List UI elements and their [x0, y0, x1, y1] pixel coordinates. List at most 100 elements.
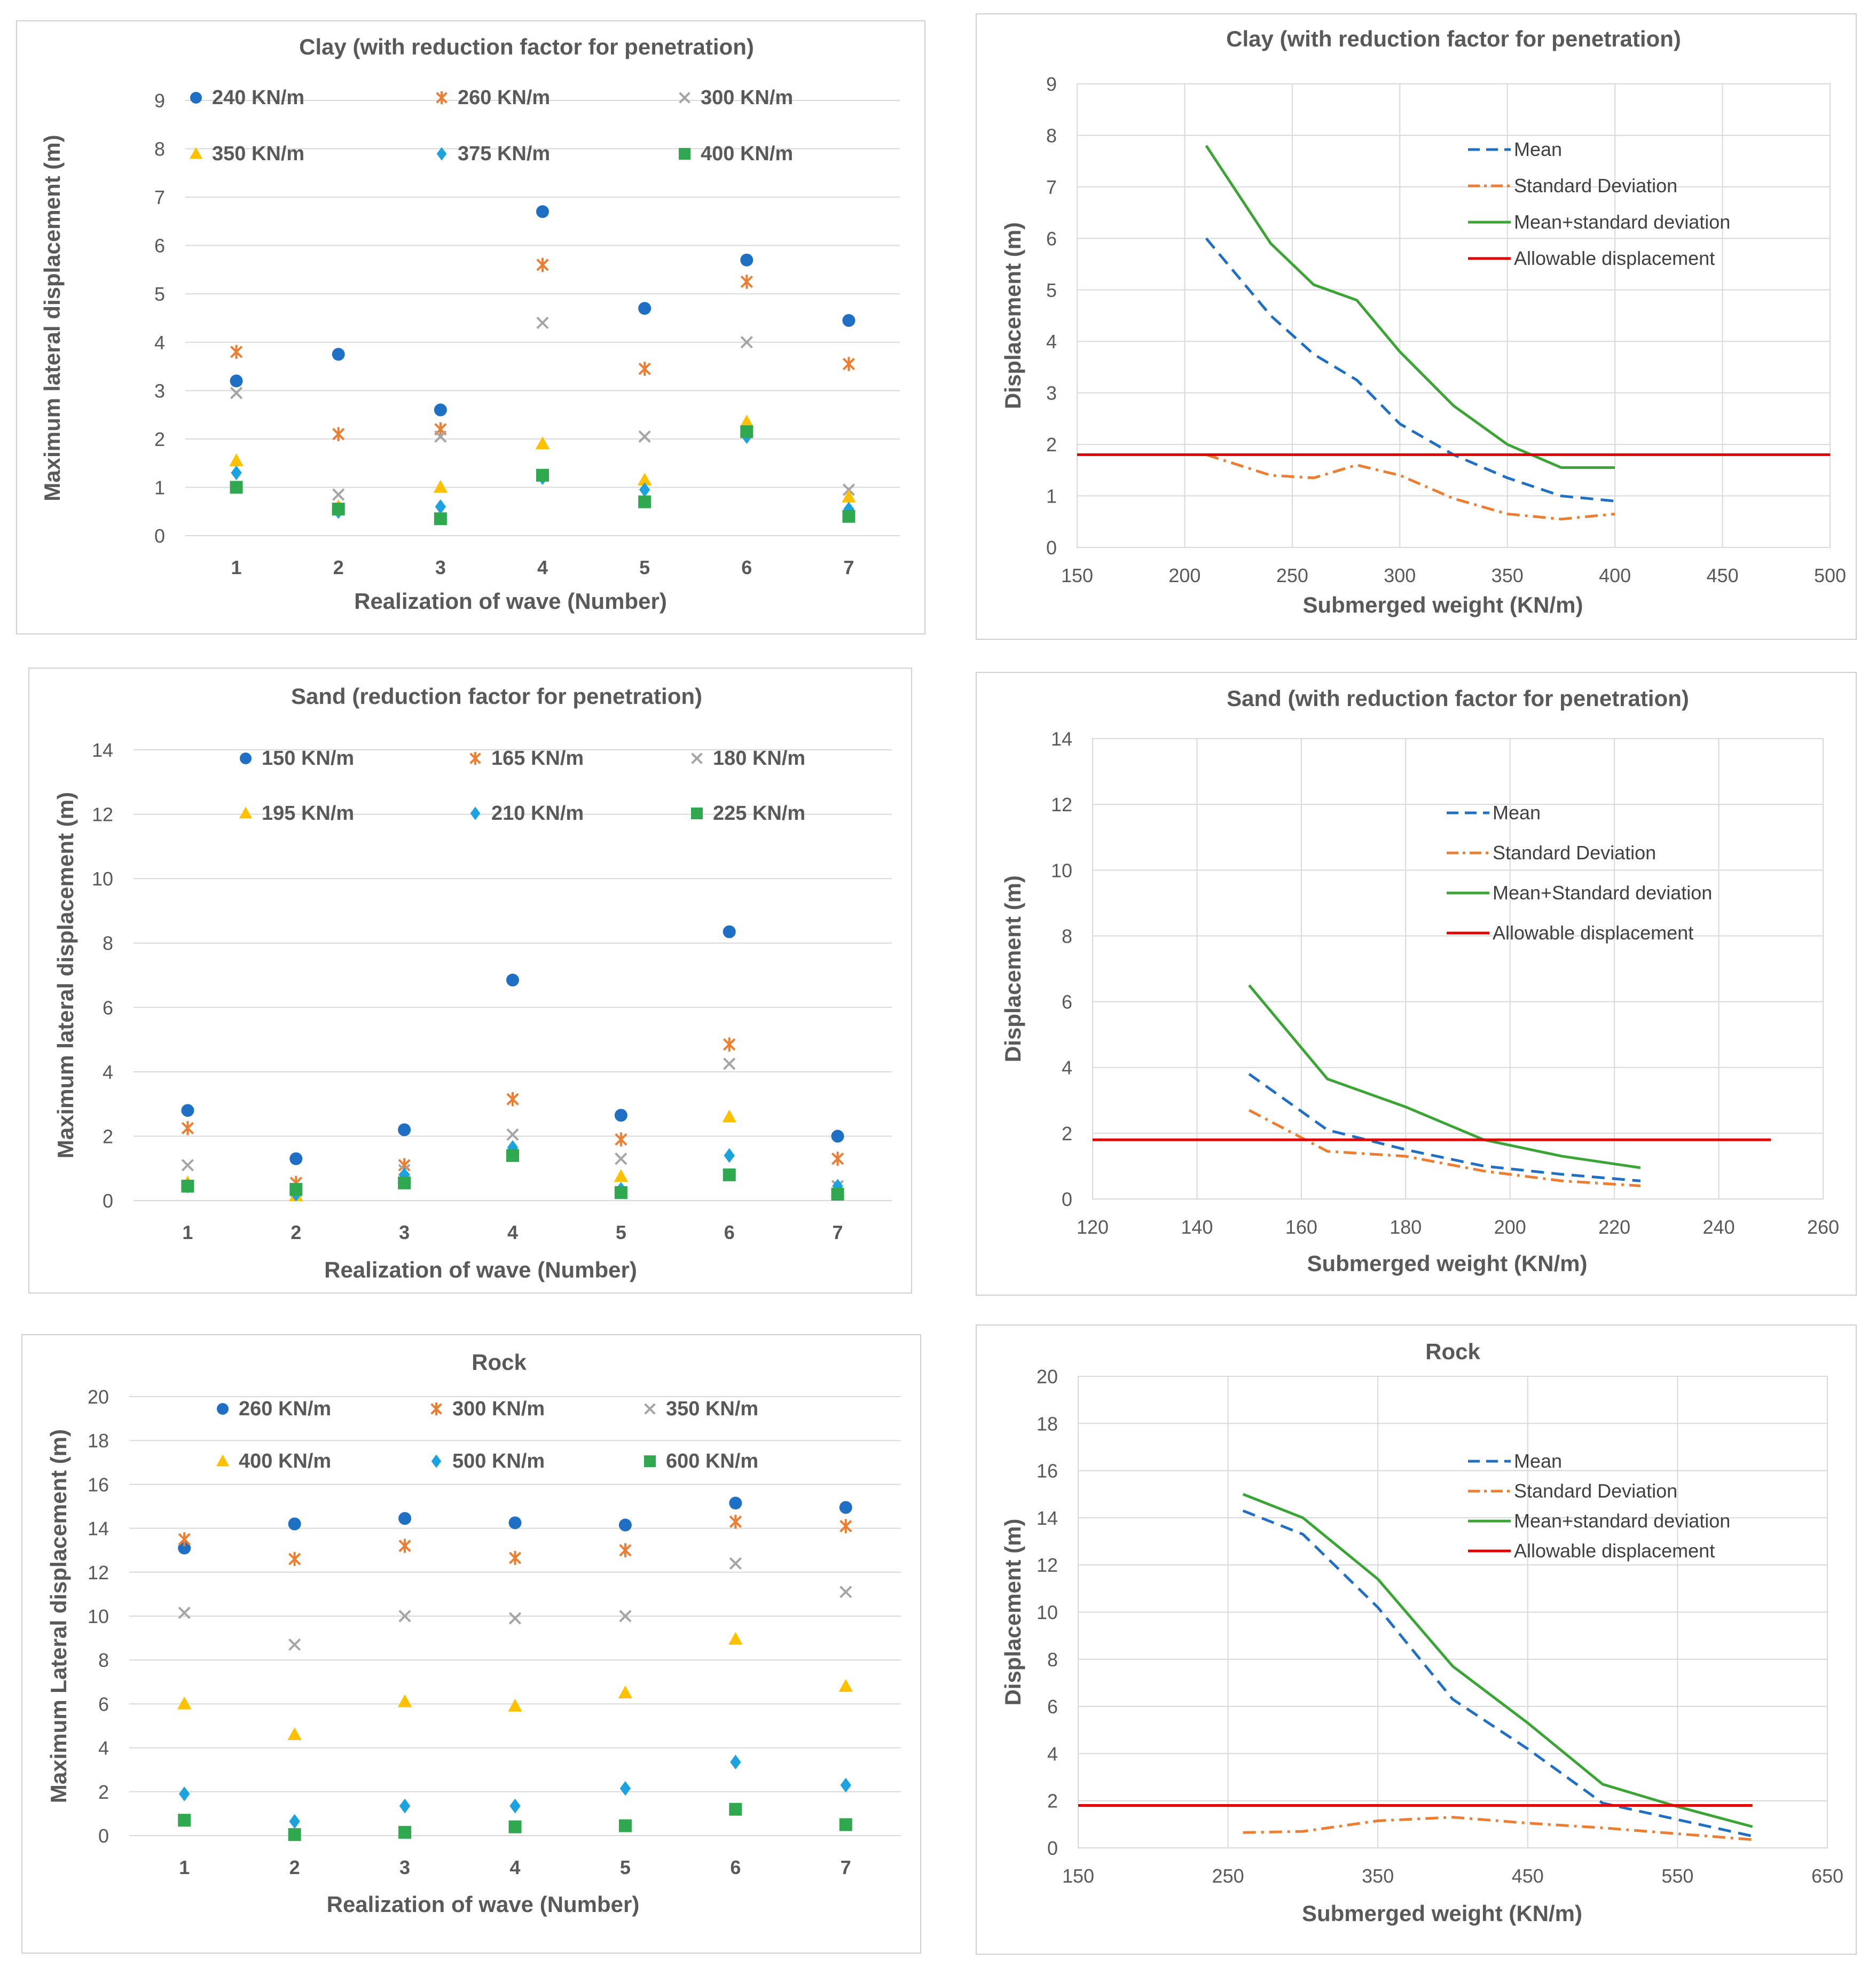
- x-tick-label: 180: [1390, 1216, 1422, 1238]
- y-tick-label: 2: [1046, 434, 1057, 456]
- legend-label: 300 KN/m: [701, 87, 793, 109]
- point-diamond: [730, 1754, 741, 1770]
- y-tick-label: 1: [1046, 485, 1057, 507]
- legend-label: 210 KN/m: [491, 802, 584, 825]
- point-x: [332, 488, 345, 501]
- legend-marker-star: [436, 91, 448, 105]
- point-x: [619, 1610, 632, 1623]
- legend-marker-x: [691, 753, 703, 764]
- point-square: [398, 1825, 412, 1839]
- y-tick-label: 2: [98, 1781, 109, 1803]
- point-diamond: [399, 1798, 411, 1814]
- point-diamond: [289, 1814, 300, 1829]
- legend-marker-diamond: [431, 1454, 442, 1468]
- x-tick-label: 6: [730, 1856, 741, 1878]
- point-star: [615, 1132, 627, 1147]
- x-tick-label: 7: [843, 557, 854, 578]
- point-star: [839, 1519, 852, 1533]
- legend-label: Mean: [1514, 1450, 1562, 1472]
- y-tick-label: 20: [1037, 1366, 1058, 1388]
- point-circle: [506, 974, 519, 987]
- x-axis-label: Realization of wave (Number): [327, 1892, 640, 1917]
- point-star: [831, 1151, 844, 1166]
- point-triangle: [842, 489, 856, 503]
- rock-line-chart: Rock 0 2 4 6 8 10 12 14 16 18 20 150 250 350 450 550 650 S…: [1000, 1339, 1843, 1926]
- y-tick-label: 2: [1062, 1123, 1072, 1145]
- legend-marker-circle: [217, 1403, 229, 1415]
- point-circle: [398, 1123, 411, 1137]
- x-axis-label: Submerged weight (KN/m): [1302, 592, 1583, 617]
- point-square: [638, 495, 652, 508]
- point-square: [842, 510, 855, 523]
- y-tick-label: 8: [98, 1649, 109, 1671]
- x-axis-label: Realization of wave (Number): [324, 1257, 637, 1282]
- y-tick-label: 4: [154, 332, 165, 354]
- y-tick-label: 0: [98, 1825, 109, 1847]
- x-tick-label: 3: [399, 1856, 410, 1878]
- point-circle: [638, 302, 652, 315]
- legend-marker-triangle: [216, 1454, 230, 1467]
- legend-label: Standard Deviation: [1493, 842, 1656, 864]
- point-square: [618, 1819, 632, 1832]
- legend-label: 350 KN/m: [212, 143, 304, 165]
- point-square: [288, 1828, 301, 1841]
- legend-marker-square: [644, 1455, 656, 1467]
- x-tick-label: 150: [1062, 1865, 1094, 1887]
- point-star: [508, 1550, 522, 1565]
- rock-line-panel: Rock 0 2 4 6 8 10 12 14 16 18 20 150 250 350 450 550 650 S…: [976, 1325, 1857, 1955]
- y-tick-label: 7: [1046, 176, 1057, 198]
- point-circle: [181, 1104, 194, 1117]
- legend-label: 375 KN/m: [458, 143, 550, 165]
- x-axis-label: Realization of wave (Number): [354, 589, 667, 614]
- point-square: [729, 1803, 742, 1816]
- point-triangle: [508, 1698, 522, 1712]
- legend-marker-square: [691, 808, 703, 819]
- chart-title: Sand (with reduction factor for penetrat…: [1227, 686, 1689, 711]
- y-tick-label: 20: [88, 1386, 109, 1408]
- x-tick-label: 5: [639, 557, 650, 578]
- series-line: [1205, 453, 1615, 521]
- legend-marker-x: [644, 1403, 656, 1415]
- legend-label: 165 KN/m: [491, 747, 584, 770]
- point-circle: [398, 1512, 412, 1525]
- y-tick-label: 8: [154, 138, 165, 160]
- x-tick-label: 120: [1077, 1216, 1109, 1238]
- y-tick-label: 12: [1051, 794, 1072, 816]
- y-tick-label: 14: [92, 739, 113, 761]
- legend-marker-triangle: [189, 147, 203, 159]
- point-circle: [839, 1501, 852, 1514]
- point-circle: [618, 1518, 632, 1532]
- y-tick-label: 6: [103, 997, 113, 1018]
- y-tick-label: 3: [1046, 382, 1057, 404]
- point-star: [729, 1515, 742, 1529]
- legend-label: Mean+standard deviation: [1514, 1510, 1730, 1532]
- point-x: [740, 336, 753, 349]
- legend-label: 500 KN/m: [452, 1450, 545, 1472]
- legend-label: 400 KN/m: [701, 143, 793, 165]
- series-line: [1248, 1109, 1641, 1187]
- point-diamond: [179, 1786, 190, 1801]
- x-tick-label: 140: [1181, 1216, 1213, 1238]
- y-tick-label: 12: [92, 804, 113, 826]
- y-tick-label: 8: [1046, 124, 1057, 146]
- point-star: [536, 257, 549, 272]
- x-tick-label: 160: [1285, 1216, 1317, 1238]
- point-square: [181, 1179, 194, 1193]
- legend-label: 260 KN/m: [458, 87, 550, 109]
- legend-marker-circle: [190, 92, 202, 104]
- x-tick-label: 220: [1598, 1216, 1630, 1238]
- plot-frame: [1092, 738, 1824, 1200]
- point-square: [839, 1818, 852, 1831]
- point-circle: [434, 403, 447, 417]
- x-tick-label: 7: [841, 1856, 851, 1878]
- y-tick-label: 10: [92, 868, 113, 890]
- legend-label: Allowable displacement: [1493, 922, 1693, 944]
- point-square: [178, 1814, 191, 1827]
- x-tick-label: 350: [1492, 565, 1524, 586]
- y-tick-label: 10: [1037, 1602, 1058, 1624]
- legend-label: Allowable displacement: [1514, 247, 1715, 269]
- point-square: [831, 1187, 844, 1201]
- legend-marker-star: [430, 1402, 442, 1416]
- x-tick-label: 650: [1811, 1865, 1843, 1887]
- y-tick-label: 6: [154, 235, 165, 257]
